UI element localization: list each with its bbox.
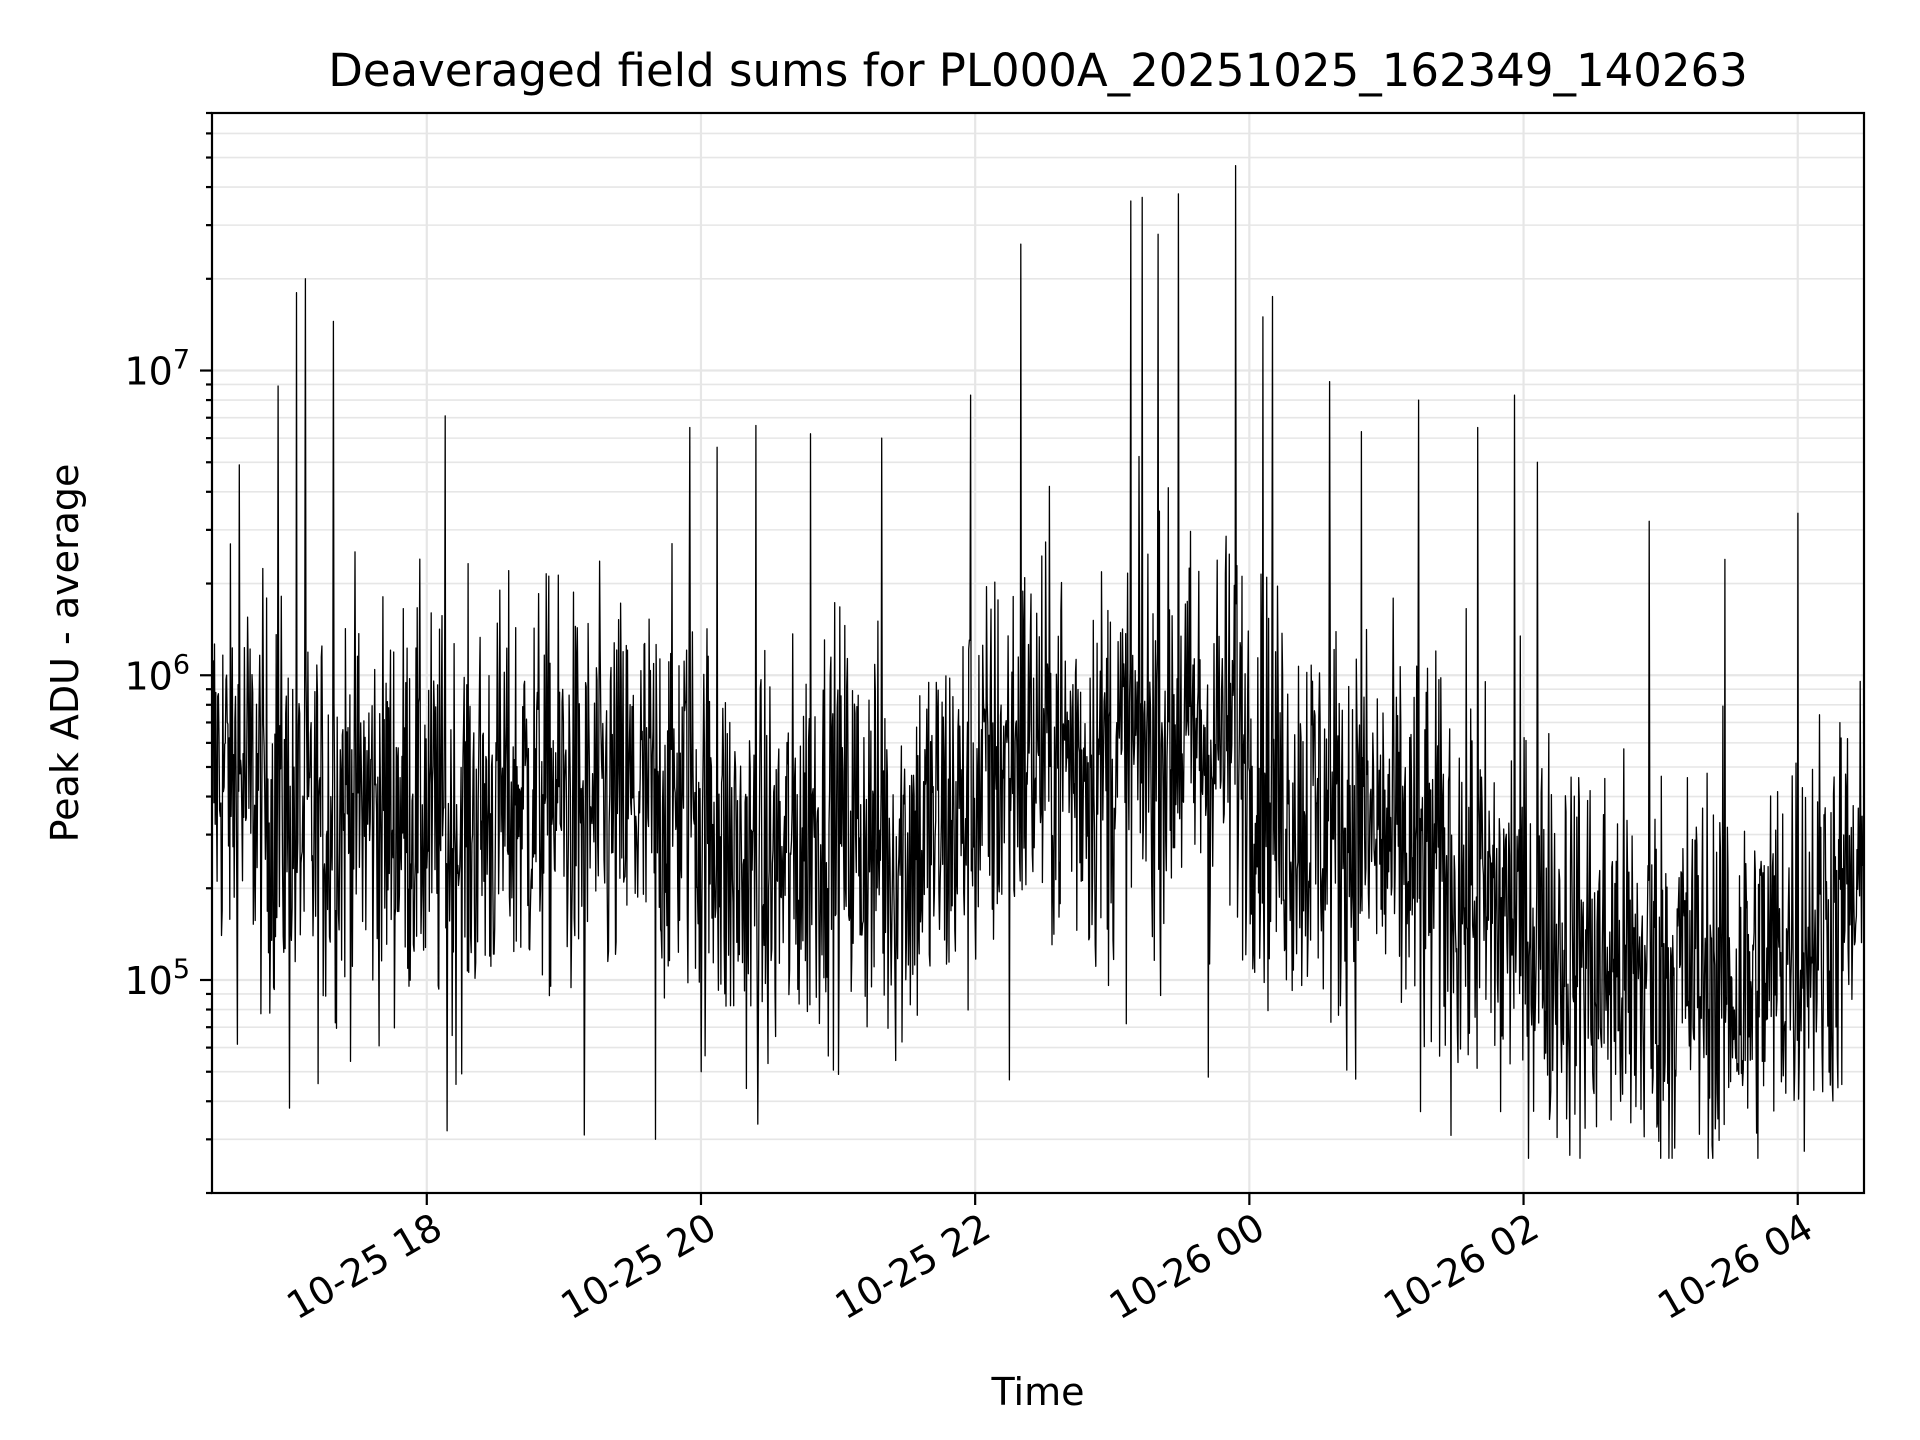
chart-title: Deaveraged field sums for PL000A_2025102…: [328, 44, 1748, 97]
x-axis: 10-25 18 10-25 20 10-25 22 10-26 00 10-26 02…: [279, 1193, 1820, 1328]
plot-frame: [210, 111, 1866, 1195]
series-layer: [211, 165, 1865, 1159]
x-tick-label: 10-25 20: [554, 1205, 724, 1329]
x-tick-label: 10-25 18: [279, 1205, 449, 1329]
y-tick-label: 105: [124, 954, 190, 1003]
y-axis-label: Peak ADU - average: [43, 464, 87, 843]
series-line: [211, 165, 1865, 1159]
y-axis: 105 106 107: [124, 111, 212, 1195]
x-tick-label: 10-25 22: [828, 1205, 998, 1329]
x-tick-label: 10-26 04: [1650, 1205, 1820, 1329]
y-tick-label: 106: [124, 649, 190, 698]
x-axis-label: Time: [991, 1370, 1085, 1414]
x-tick-label: 10-26 00: [1102, 1205, 1272, 1329]
y-tick-label: 107: [124, 345, 190, 394]
x-tick-label: 10-26 02: [1376, 1205, 1546, 1329]
